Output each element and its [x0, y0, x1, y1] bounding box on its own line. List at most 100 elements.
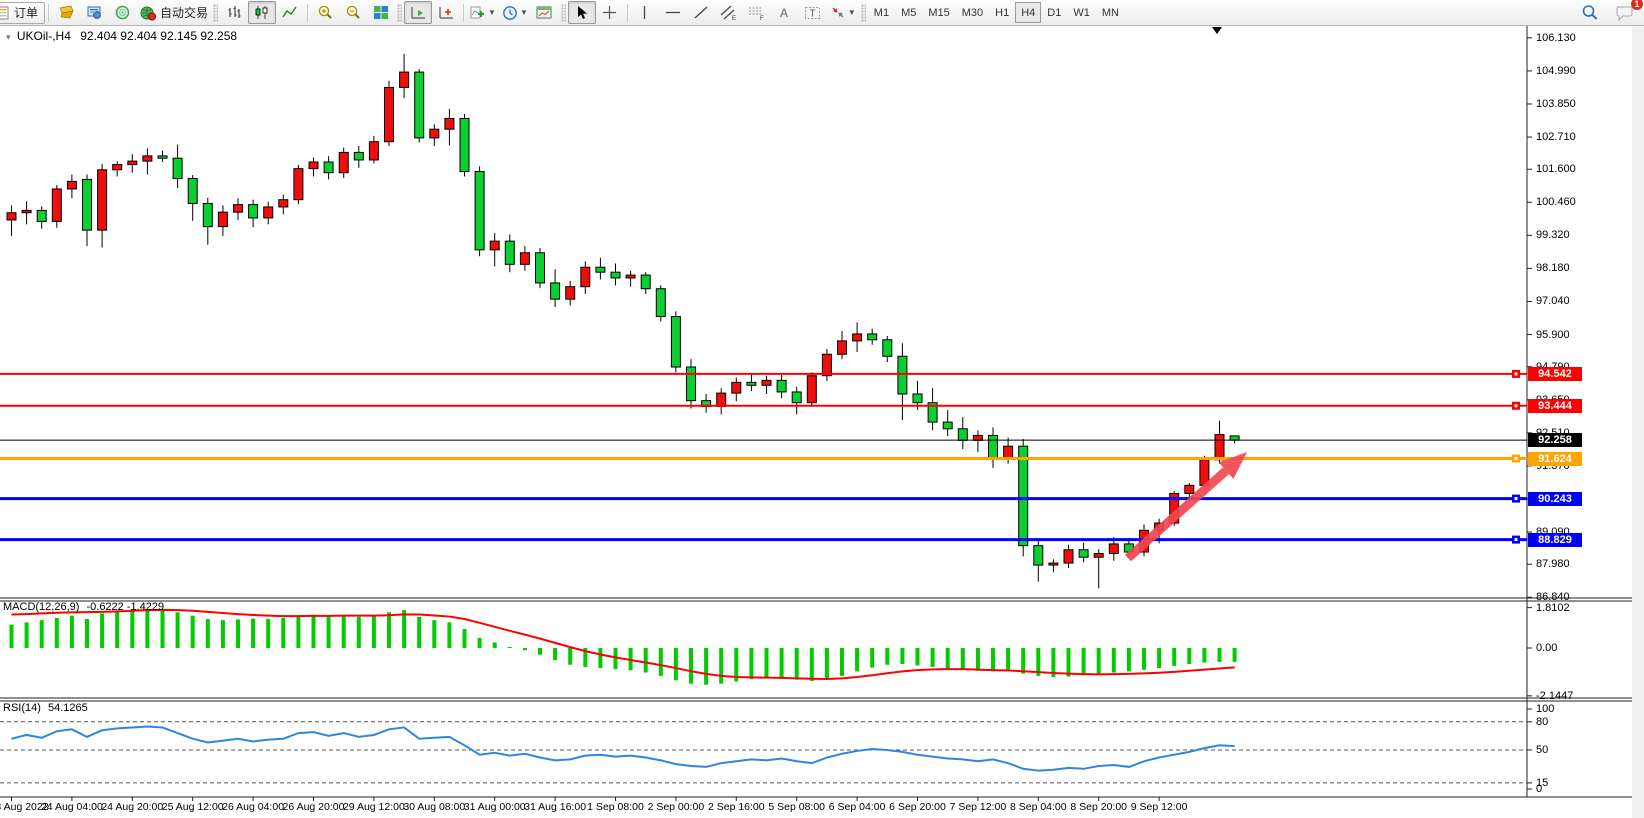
signals-button[interactable] — [108, 1, 136, 24]
candle — [595, 266, 606, 273]
trendline-button[interactable] — [687, 1, 715, 24]
bar-chart-icon — [228, 6, 241, 18]
vertical-line-button[interactable] — [631, 1, 659, 24]
candle — [927, 402, 938, 423]
zoom-in-button[interactable] — [311, 1, 339, 24]
chart-properties-button[interactable] — [531, 1, 559, 24]
macd-histogram-bar — [281, 617, 286, 648]
cursor-button[interactable] — [567, 1, 596, 24]
macd-histogram-bar — [236, 619, 240, 648]
candle — [821, 353, 832, 377]
chat-button[interactable]: 1 — [1610, 0, 1643, 24]
timeframe-m30-button[interactable]: M30 — [961, 6, 984, 19]
cursor-icon — [577, 6, 587, 19]
candle — [66, 180, 77, 190]
bar-chart-button[interactable] — [220, 1, 248, 24]
window-edge — [1632, 25, 1644, 818]
trend-arrow-head[interactable] — [1218, 452, 1247, 479]
periods-button[interactable]: ▼ — [499, 1, 531, 24]
autotrading-button[interactable]: 自动交易 — [136, 1, 211, 24]
macd-histogram-bar — [809, 648, 814, 682]
candle — [308, 161, 319, 170]
tile-windows-icon — [374, 6, 389, 19]
macd-histogram-bar — [100, 613, 105, 648]
time-axis-label: 2 Sep 16:00 — [707, 801, 765, 813]
navigator-button[interactable] — [80, 1, 108, 24]
periods-clock-icon — [503, 5, 517, 20]
candle — [278, 199, 289, 208]
price-axis-label: 99.320 — [1536, 229, 1570, 242]
candle — [535, 252, 545, 284]
search-button[interactable] — [1576, 1, 1604, 24]
timeframe-h1-button[interactable]: H1 — [995, 6, 1010, 19]
text-label-button[interactable]: T — [799, 1, 827, 24]
market-watch-button[interactable] — [52, 1, 80, 24]
candlestick-chart-button[interactable] — [248, 1, 277, 24]
macd-histogram-bar — [492, 642, 497, 648]
macd-histogram-bar — [1021, 648, 1026, 674]
chart-title: ▾ UKOil-,H4 92.404 92.404 92.145 92.258 — [6, 29, 237, 43]
macd-histogram-bar — [85, 619, 89, 648]
timeframe-h4-button[interactable]: H4 — [1015, 2, 1042, 23]
arrows-button[interactable]: ▼ — [827, 1, 859, 24]
candle — [655, 288, 666, 318]
macd-histogram-bar — [251, 618, 256, 648]
timeframe-m15-button[interactable]: M15 — [928, 6, 950, 19]
zoom-out-button[interactable] — [339, 1, 367, 24]
macd-histogram-bar — [643, 648, 648, 673]
timeframe-group: M1 M5 M15 M30 H1 H4 D1 W1 MN — [868, 2, 1125, 23]
macd-histogram-bar — [945, 648, 950, 669]
macd-histogram-bar — [326, 616, 331, 648]
signals-icon — [115, 5, 129, 20]
macd-histogram-bar — [432, 620, 437, 648]
chart-shift-icon — [438, 7, 453, 19]
level-handle-dot — [1514, 404, 1518, 408]
candle — [21, 209, 32, 214]
arrows-icon — [832, 7, 844, 18]
crosshair-button[interactable] — [596, 1, 624, 24]
auto-scroll-button[interactable] — [404, 1, 433, 24]
time-axis-label: 8 Sep 04:00 — [1009, 801, 1067, 813]
macd-histogram-bar — [930, 648, 935, 667]
svg-text:A: A — [780, 6, 788, 20]
timeframe-m1-button[interactable]: M1 — [873, 6, 890, 19]
candle — [323, 161, 334, 174]
macd-histogram-bar — [24, 622, 29, 648]
line-chart-button[interactable] — [276, 1, 304, 24]
market-watch-icon — [59, 5, 74, 19]
macd-histogram-bar — [1172, 648, 1177, 666]
timeframe-w1-button[interactable]: W1 — [1073, 6, 1090, 19]
chart-properties-icon — [536, 6, 552, 19]
trend-arrow-shaft[interactable] — [1125, 467, 1230, 562]
channel-button[interactable]: E — [715, 1, 743, 24]
candle — [837, 340, 847, 355]
fibonacci-button[interactable]: F — [743, 1, 771, 24]
candle — [459, 117, 470, 173]
candle — [489, 240, 500, 251]
price-axis-label: 86.840 — [1536, 591, 1570, 604]
time-axis-label: 2 Sep 00:00 — [647, 801, 705, 813]
timeframe-d1-button[interactable]: D1 — [1047, 6, 1062, 19]
price-axis-label: 103.850 — [1536, 97, 1576, 110]
macd-histogram-bar — [583, 648, 588, 667]
time-axis-label: 3 Aug 2022 — [0, 801, 49, 813]
macd-histogram-bar — [734, 648, 739, 682]
new-order-button[interactable]: 订单 — [0, 1, 46, 24]
candle — [686, 366, 696, 402]
price-axis-label: 101.600 — [1536, 163, 1576, 176]
timeframe-mn-button[interactable]: MN — [1101, 6, 1119, 19]
price-axis-label: 102.710 — [1536, 131, 1576, 144]
chart-shift-button[interactable] — [432, 1, 460, 24]
text-button[interactable]: A — [771, 1, 799, 24]
tile-windows-button[interactable] — [367, 1, 395, 24]
rsi-value: 54.1265 — [47, 702, 88, 714]
chart-shift-marker-icon[interactable] — [1212, 27, 1222, 34]
rsi-axis-label: 0 — [1536, 783, 1543, 795]
timeframe-m5-button[interactable]: M5 — [901, 6, 917, 19]
text-icon: A — [780, 6, 788, 20]
indicators-button[interactable]: ▼ — [467, 1, 499, 24]
macd-histogram-bar — [417, 616, 422, 648]
horizontal-line-button[interactable] — [659, 1, 687, 24]
macd-axis-label: -2.1447 — [1536, 689, 1574, 702]
